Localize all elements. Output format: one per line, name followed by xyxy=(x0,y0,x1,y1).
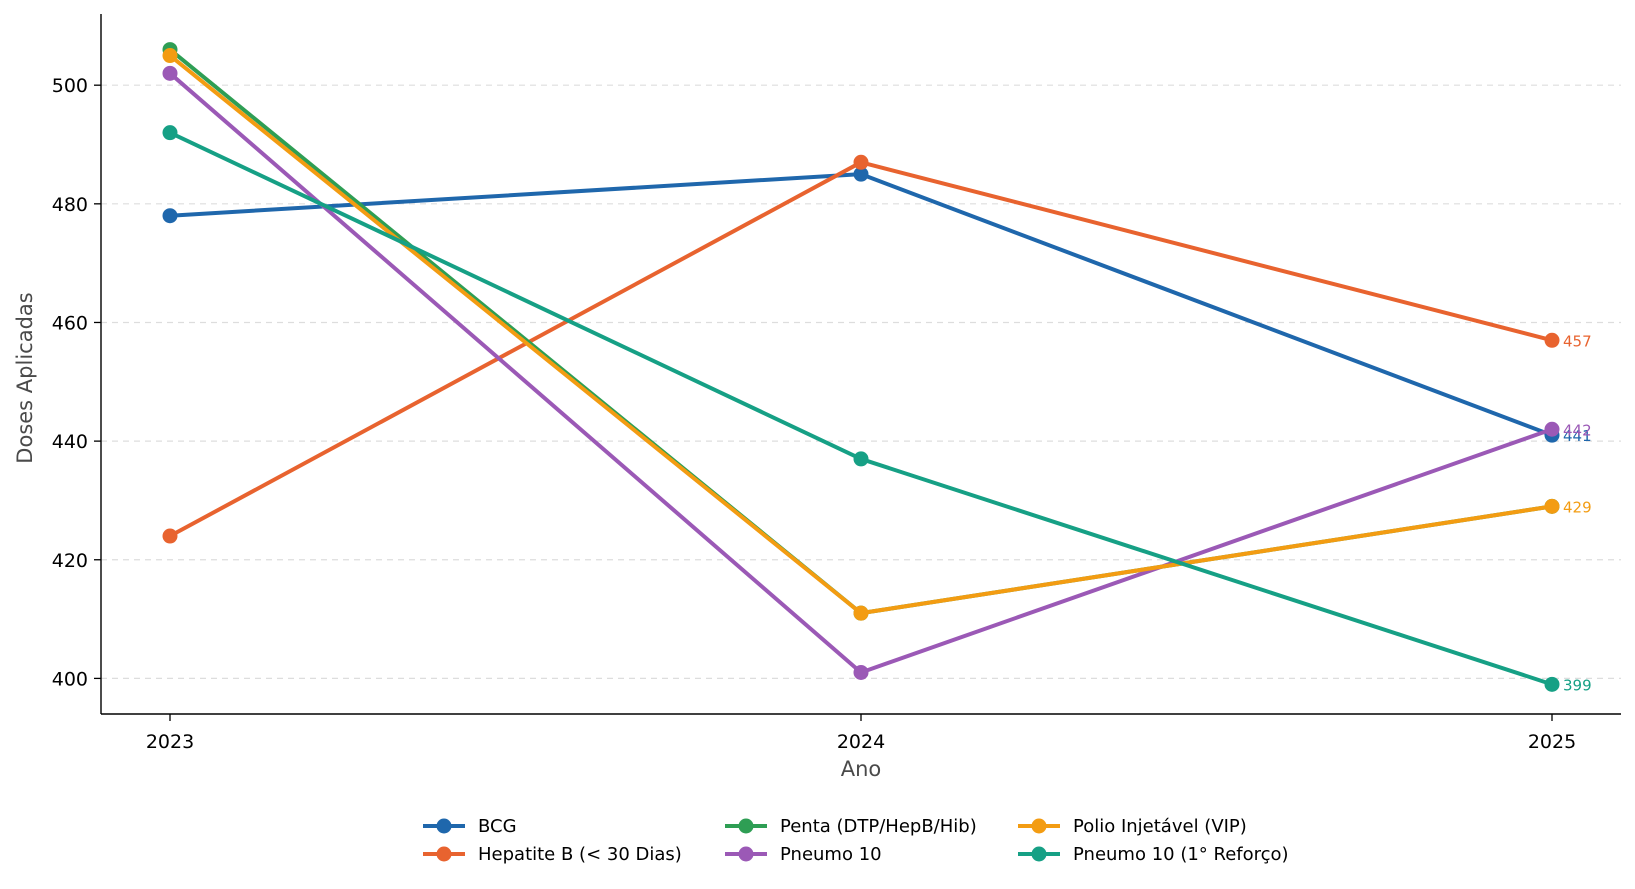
series-1 xyxy=(162,154,1560,544)
legend-label: Pneumo 10 (1° Reforço) xyxy=(1073,844,1289,865)
data-point xyxy=(1544,498,1560,514)
data-point xyxy=(162,48,178,64)
y-tick-label: 400 xyxy=(52,668,88,690)
data-point xyxy=(853,166,869,182)
x-tick-label: 2025 xyxy=(1528,731,1576,753)
legend-item: Pneumo 10 xyxy=(725,844,882,865)
data-point xyxy=(853,605,869,621)
legend-label: BCG xyxy=(478,816,517,837)
data-point xyxy=(162,528,178,544)
legend-marker xyxy=(1031,818,1047,834)
series-lines xyxy=(162,42,1560,692)
y-tick-label: 440 xyxy=(52,431,88,453)
series-line xyxy=(168,53,1554,616)
x-axis-title: Ano xyxy=(841,757,882,781)
data-point xyxy=(1544,332,1560,348)
legend-label: Hepatite B (< 30 Dias) xyxy=(478,844,682,865)
legend-item: BCG xyxy=(423,816,517,837)
x-tick-label: 2023 xyxy=(146,731,194,753)
y-tick-label: 500 xyxy=(52,75,88,97)
y-tick-label: 460 xyxy=(52,312,88,334)
data-point xyxy=(853,451,869,467)
legend-marker xyxy=(1031,846,1047,862)
end-value-label: 441 xyxy=(1563,427,1592,445)
series-line xyxy=(168,47,1554,616)
series-line xyxy=(168,130,1554,687)
series-3 xyxy=(162,65,1560,680)
legend-label: Penta (DTP/HepB/Hib) xyxy=(780,816,977,837)
x-tick-label: 2024 xyxy=(837,731,885,753)
legend-item: Pneumo 10 (1° Reforço) xyxy=(1018,844,1289,865)
y-tick-label: 420 xyxy=(52,550,88,572)
legend-item: Penta (DTP/HepB/Hib) xyxy=(725,816,977,837)
legend-marker xyxy=(738,818,754,834)
legend: BCG Hepatite B (< 30 Dias) Penta (DTP/HepB… xyxy=(423,816,1289,865)
legend-label: Pneumo 10 xyxy=(780,844,882,865)
series-line xyxy=(168,172,1554,438)
legend-item: Hepatite B (< 30 Dias) xyxy=(423,844,682,865)
series-4 xyxy=(162,48,1560,621)
series-2 xyxy=(162,42,1560,621)
y-tick-label: 480 xyxy=(52,194,88,216)
series-5 xyxy=(162,125,1560,692)
legend-label: Polio Injetável (VIP) xyxy=(1073,816,1247,837)
series-0 xyxy=(162,166,1560,443)
data-point xyxy=(1544,676,1560,692)
end-value-label: 429 xyxy=(1563,498,1592,516)
legend-item: Polio Injetável (VIP) xyxy=(1018,816,1247,837)
end-value-label: 457 xyxy=(1563,332,1592,350)
data-point xyxy=(162,125,178,141)
end-value-label: 399 xyxy=(1563,676,1592,694)
legend-marker xyxy=(436,818,452,834)
legend-marker xyxy=(436,846,452,862)
y-axis-title: Doses Aplicadas xyxy=(13,292,37,463)
data-point xyxy=(853,664,869,680)
legend-marker xyxy=(738,846,754,862)
end-labels: 441 457 442 429 399 xyxy=(1563,332,1592,694)
data-point xyxy=(1544,421,1560,437)
data-point xyxy=(853,154,869,170)
data-point xyxy=(162,208,178,224)
end-value-label: 442 xyxy=(1563,421,1592,439)
axes: 400 420 440 460 480 500 2023 2024 2025 xyxy=(52,14,1621,753)
data-point xyxy=(162,65,178,81)
